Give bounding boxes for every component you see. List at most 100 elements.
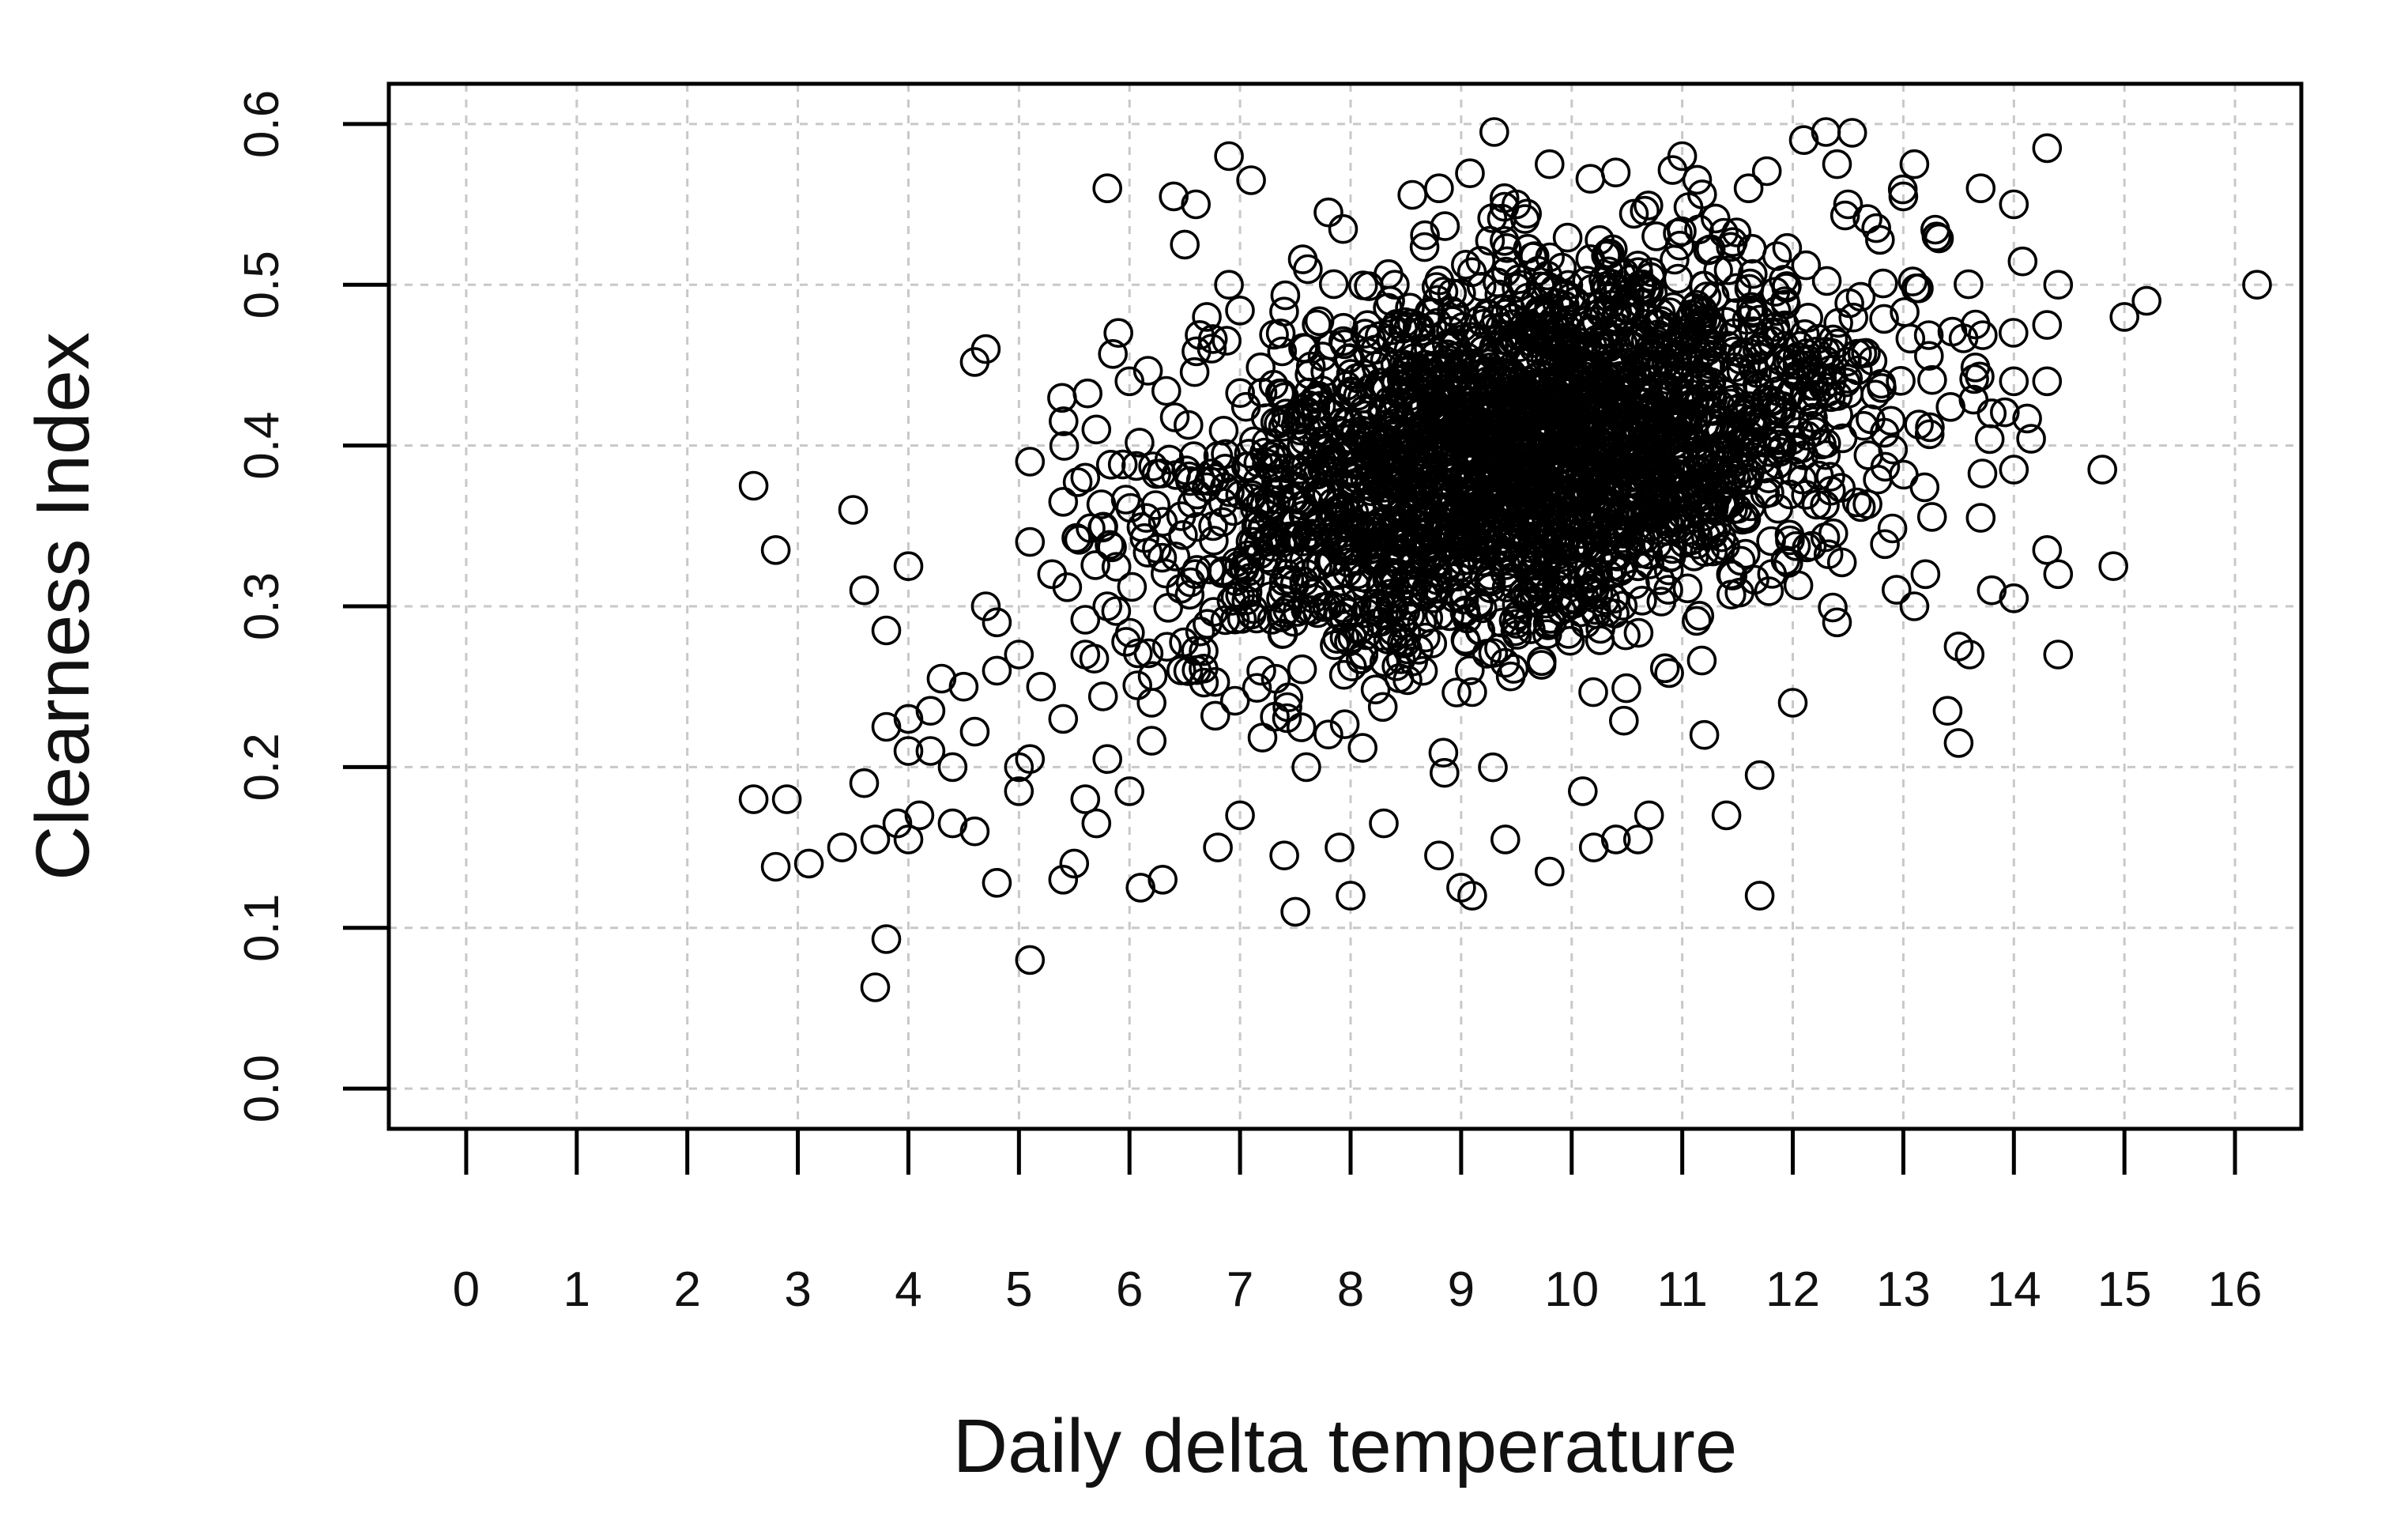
data-point: [1504, 379, 1535, 409]
data-point: [1600, 824, 1631, 855]
data-point: [1739, 316, 1769, 346]
y-tick-label: 0.5: [235, 251, 289, 319]
data-point: [1999, 455, 2029, 485]
data-point: [1117, 572, 1147, 602]
data-point: [1246, 655, 1276, 686]
data-point: [1837, 118, 1867, 148]
data-point: [1225, 378, 1255, 409]
data-point: [1430, 211, 1460, 241]
data-point: [1259, 439, 1290, 470]
data-point: [1848, 410, 1879, 441]
data-point: [1818, 592, 1848, 623]
data-point: [1797, 387, 1827, 418]
data-point: [1681, 474, 1712, 504]
data-point: [1654, 658, 1684, 689]
data-point: [871, 924, 902, 954]
data-point: [1845, 281, 1876, 312]
data-point: [1181, 189, 1211, 220]
y-tick-label: 0.2: [235, 733, 289, 801]
data-point: [1346, 644, 1376, 674]
data-point: [1822, 607, 1852, 638]
data-point: [1416, 398, 1447, 428]
data-point: [1701, 203, 1731, 234]
data-point: [1247, 723, 1278, 753]
data-point: [1556, 282, 1586, 313]
data-point: [1215, 477, 1245, 507]
data-point: [1301, 383, 1332, 414]
data-point: [1716, 559, 1747, 590]
data-point: [1170, 229, 1200, 260]
data-point: [1457, 881, 1487, 911]
data-point: [1600, 157, 1631, 187]
data-point: [1585, 544, 1615, 575]
data-point: [1485, 526, 1516, 556]
data-point: [760, 851, 791, 882]
data-point: [1745, 332, 1775, 362]
data-point: [1609, 257, 1639, 288]
data-point: [1637, 278, 1668, 309]
data-point: [1895, 323, 1926, 354]
data-point: [1603, 518, 1633, 549]
data-point: [1291, 752, 1321, 783]
data-point: [1943, 728, 1974, 758]
data-point: [1072, 378, 1102, 409]
data-point: [1497, 491, 1527, 522]
x-tick-label: 9: [1448, 1262, 1475, 1317]
data-point: [1048, 486, 1079, 517]
data-point: [1686, 645, 1717, 676]
data-point: [937, 808, 968, 839]
data-point: [1415, 372, 1445, 402]
data-point: [1693, 235, 1724, 266]
data-point: [1791, 250, 1822, 281]
data-point: [1200, 700, 1230, 731]
data-point: [982, 655, 1012, 686]
data-point: [1634, 800, 1664, 831]
data-point: [1958, 384, 1989, 415]
data-point: [1810, 490, 1840, 520]
data-point: [1337, 622, 1367, 653]
data-point: [1581, 599, 1611, 629]
data-point: [893, 736, 924, 766]
data-point: [1287, 244, 1318, 274]
data-point: [1787, 464, 1818, 495]
data-point: [827, 832, 857, 862]
data-point: [1379, 453, 1409, 484]
data-point: [1004, 776, 1034, 806]
data-point: [1015, 744, 1046, 775]
x-tick-label: 14: [1987, 1262, 2041, 1317]
data-point: [1914, 341, 1944, 372]
data-point: [1360, 608, 1391, 639]
data-point: [1302, 309, 1332, 340]
data-point: [1208, 415, 1239, 446]
data-point: [1600, 598, 1630, 629]
data-point: [1552, 222, 1583, 253]
data-point: [1441, 677, 1472, 707]
data-point: [1453, 342, 1483, 373]
data-point: [1328, 326, 1359, 357]
x-tick-label: 13: [1876, 1262, 1931, 1317]
data-point: [1185, 616, 1215, 647]
data-point: [1166, 573, 1196, 604]
x-tick-label: 0: [453, 1262, 480, 1317]
data-point: [1556, 327, 1586, 357]
data-point: [1269, 296, 1299, 327]
data-point: [1575, 243, 1606, 274]
data-point: [2043, 640, 2074, 670]
data-point: [1731, 538, 1761, 569]
data-point: [1909, 472, 1940, 503]
data-point: [1389, 349, 1419, 379]
data-point: [1914, 419, 1945, 450]
data-point: [1556, 439, 1587, 470]
data-point: [1306, 391, 1336, 421]
data-point: [1915, 412, 1945, 443]
data-point: [1645, 417, 1675, 447]
data-point: [1319, 502, 1350, 533]
data-point: [1733, 173, 1764, 203]
data-point: [1744, 760, 1775, 790]
data-point: [1744, 881, 1775, 911]
data-point: [1272, 692, 1302, 723]
data-point: [1721, 298, 1751, 328]
data-point: [1578, 832, 1609, 862]
x-axis-title: Daily delta temperature: [953, 1404, 1737, 1488]
data-point: [1754, 477, 1784, 508]
